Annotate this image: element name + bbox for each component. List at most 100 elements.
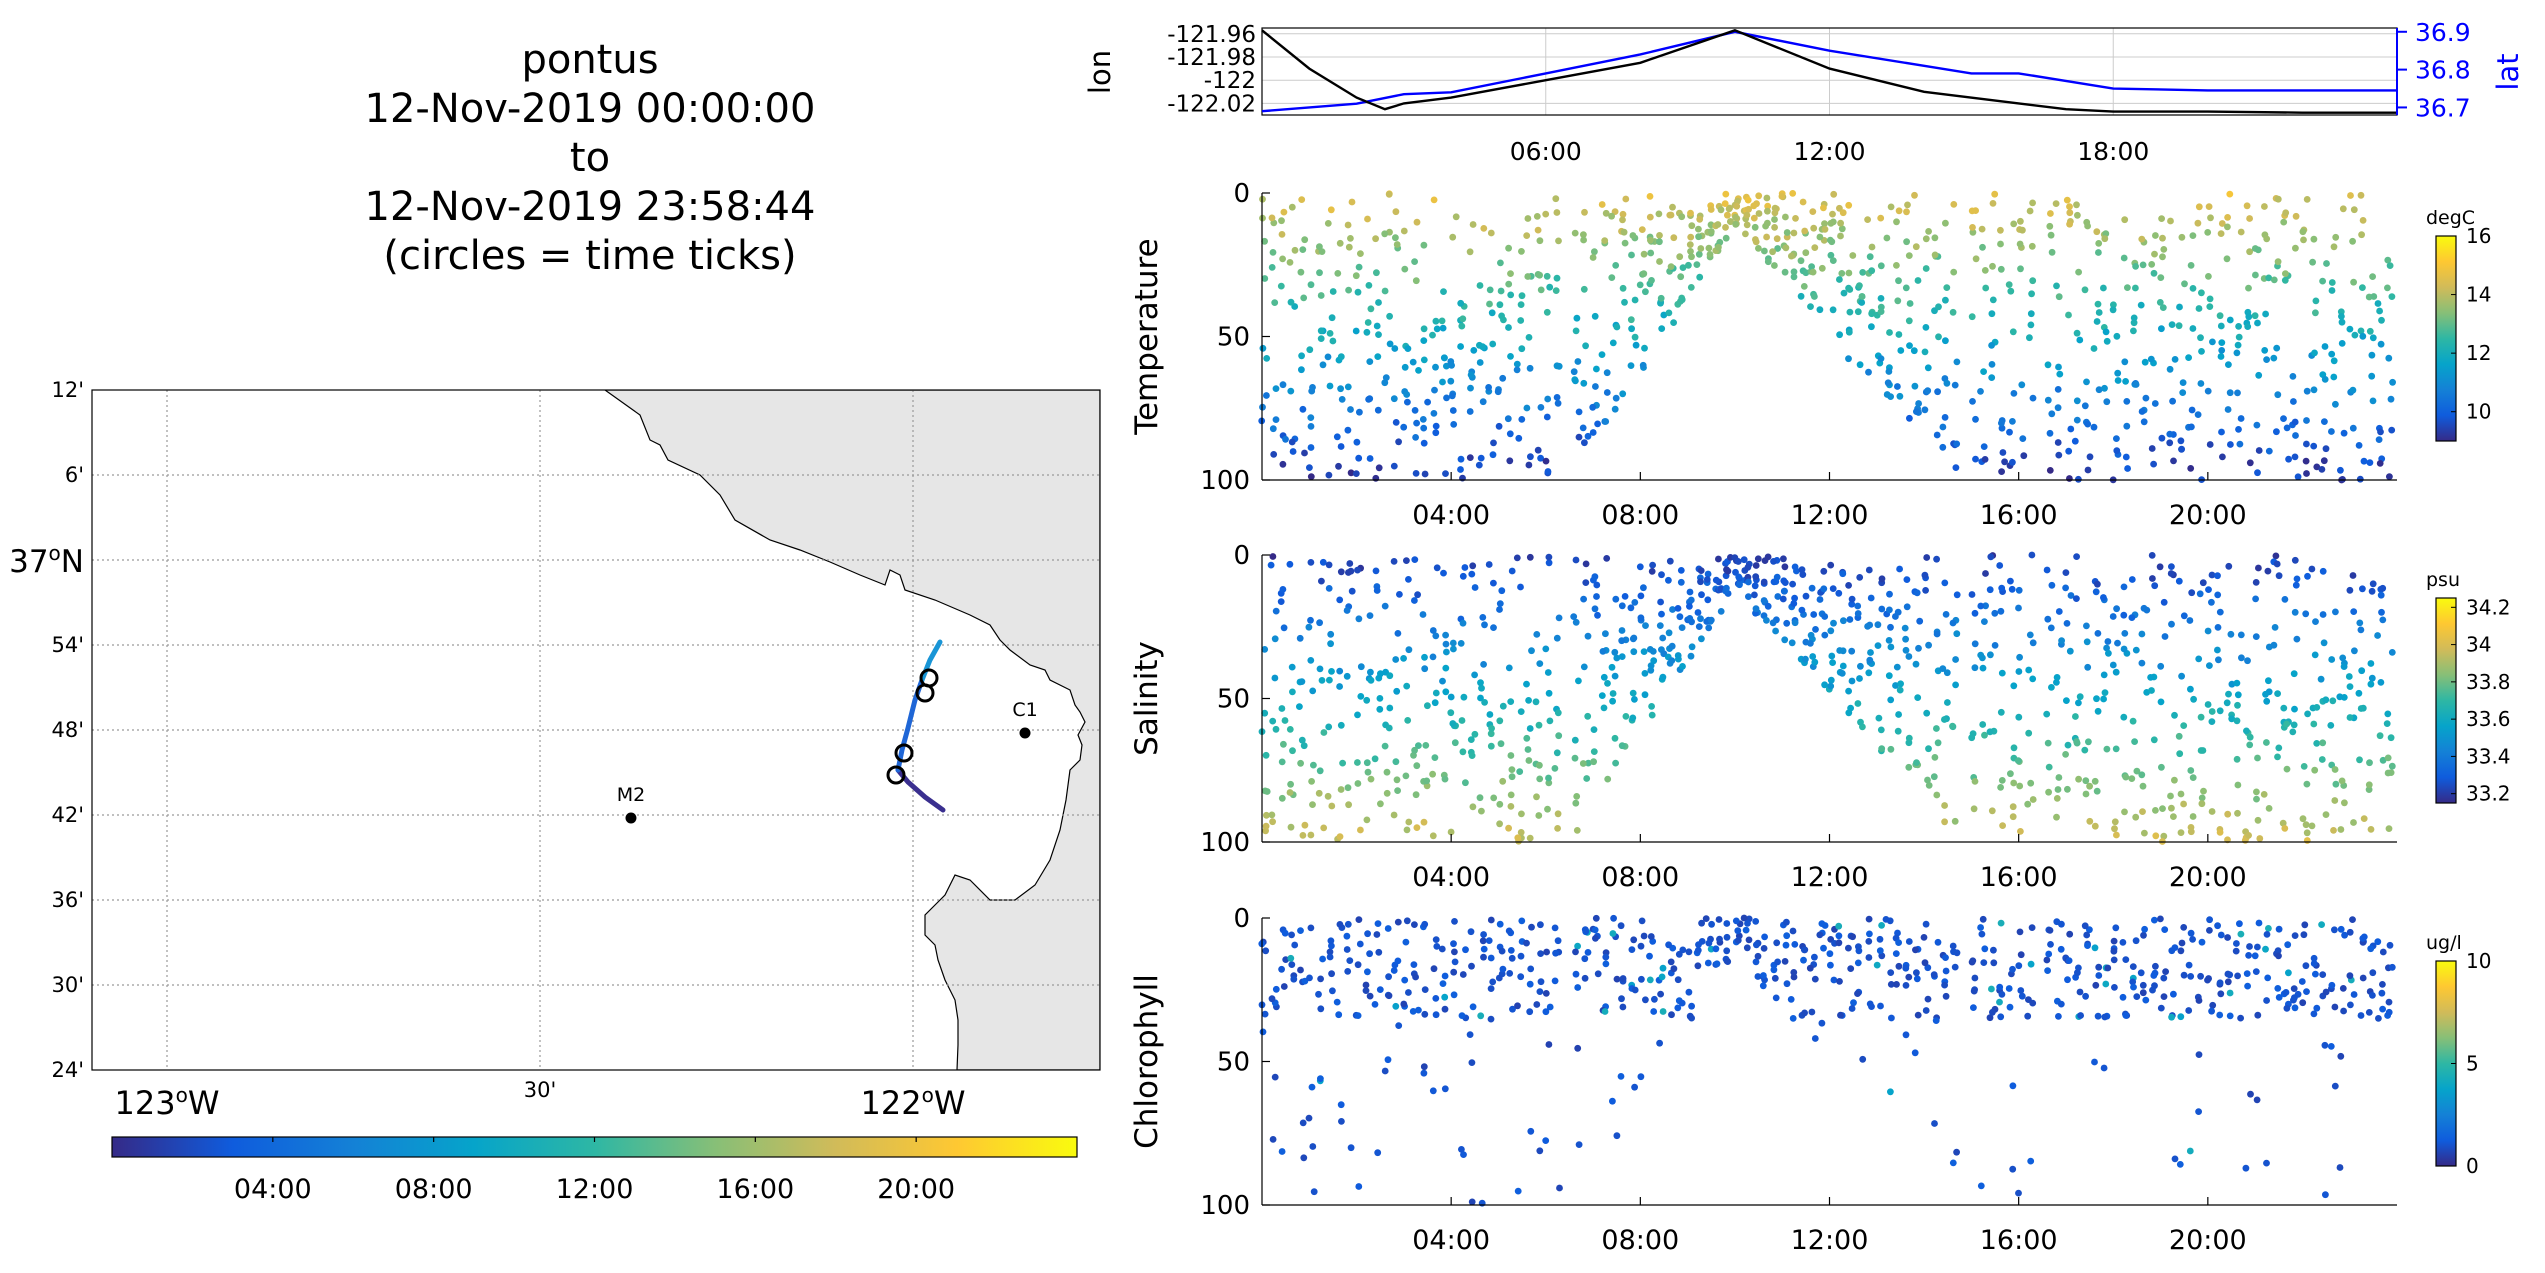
data-point — [2330, 357, 2338, 365]
data-point — [1570, 613, 1578, 620]
data-point — [2168, 321, 2176, 328]
data-point — [2019, 226, 2026, 234]
data-point — [2084, 222, 2092, 230]
station-c1: C1 — [1012, 699, 1038, 739]
data-point — [1346, 560, 1354, 567]
data-point — [1670, 319, 1677, 326]
data-point — [2188, 406, 2196, 414]
data-point — [1533, 213, 1541, 220]
data-point — [1320, 729, 1328, 736]
data-point — [1801, 1009, 1808, 1017]
data-point — [2302, 821, 2310, 829]
data-point — [2350, 206, 2358, 214]
data-point — [1611, 734, 1619, 742]
data-point — [2150, 736, 2158, 744]
data-point — [1457, 343, 1464, 350]
colorbar-tick-label: 33.2 — [2466, 782, 2511, 806]
data-point — [1592, 914, 1600, 922]
data-point — [1333, 433, 1341, 441]
data-point — [2189, 936, 2197, 943]
data-point — [1628, 325, 1635, 333]
data-point — [1774, 958, 1781, 966]
data-point — [1708, 920, 1715, 928]
data-point — [1802, 592, 1810, 600]
data-point — [1850, 999, 1857, 1007]
data-point — [1631, 986, 1639, 994]
data-point — [2280, 415, 2287, 422]
x-tick-label: 04:00 — [1412, 1225, 1490, 1256]
lonlat-gridlines — [1262, 28, 2397, 115]
data-point — [1404, 345, 1412, 352]
data-point — [1656, 622, 1664, 629]
data-point — [2188, 423, 2195, 431]
data-point — [2067, 425, 2075, 433]
data-point — [1513, 366, 1521, 374]
station-marker — [625, 812, 637, 824]
data-point — [1925, 782, 1933, 789]
data-point — [2254, 816, 2262, 824]
data-point — [2109, 306, 2117, 314]
data-point — [1875, 714, 1883, 722]
lat-tick-label: 36.9 — [2415, 18, 2471, 47]
data-point — [2312, 970, 2319, 978]
data-point — [1261, 275, 1269, 282]
data-point — [1867, 649, 1874, 656]
data-point — [2156, 299, 2164, 306]
data-point — [2303, 196, 2311, 203]
data-point — [1829, 659, 1836, 666]
data-point — [1997, 607, 2005, 615]
data-point — [1477, 694, 1484, 702]
data-point — [1589, 254, 1597, 261]
data-point — [1647, 933, 1655, 940]
data-point — [1657, 990, 1664, 998]
lon-tick-label: -122.02 — [1167, 91, 1256, 117]
data-point — [2225, 562, 2233, 570]
data-point — [1820, 585, 1828, 593]
data-point — [1479, 398, 1487, 406]
data-point — [1290, 975, 1298, 983]
data-point — [1315, 789, 1323, 797]
data-point — [2029, 199, 2036, 207]
data-point — [1951, 817, 1959, 825]
data-point — [1584, 712, 1592, 720]
data-point — [1363, 328, 1371, 336]
data-point — [1329, 288, 1337, 295]
data-point — [2103, 337, 2111, 345]
data-point — [2171, 356, 2179, 363]
data-point — [1981, 731, 1988, 739]
data-point — [1479, 937, 1487, 945]
data-point — [1854, 990, 1861, 997]
data-point — [1782, 213, 1789, 221]
data-point — [1459, 619, 1467, 627]
data-point — [2026, 334, 2033, 342]
data-point — [2303, 988, 2310, 995]
data-point — [1893, 262, 1900, 269]
data-point — [1442, 688, 1450, 696]
data-point — [1505, 927, 1513, 935]
data-point — [2055, 774, 2063, 781]
data-point — [2327, 722, 2335, 729]
data-point — [2251, 312, 2259, 320]
data-point — [1592, 383, 1599, 390]
data-point — [1846, 616, 1854, 623]
data-point — [2216, 979, 2224, 987]
data-point — [1619, 216, 1626, 224]
time-colorbar: 04:00 08:00 12:00 16:00 20:00 — [111, 1136, 1078, 1205]
data-point — [1887, 203, 1895, 211]
data-point — [1781, 563, 1789, 571]
data-point — [1816, 596, 1824, 603]
data-point — [1401, 363, 1409, 371]
x-tick-label: 20:00 — [2169, 1225, 2247, 1256]
data-point — [2132, 937, 2140, 945]
data-point — [1592, 935, 1599, 942]
data-point — [1411, 746, 1418, 754]
data-point — [1668, 657, 1676, 664]
data-point — [1978, 930, 1986, 938]
data-point — [1631, 696, 1638, 703]
data-point — [2161, 633, 2169, 640]
data-point — [1571, 229, 1579, 237]
lon-tick-label: -121.96 — [1167, 22, 1256, 48]
data-point — [2384, 284, 2391, 292]
data-point — [1508, 567, 1516, 575]
